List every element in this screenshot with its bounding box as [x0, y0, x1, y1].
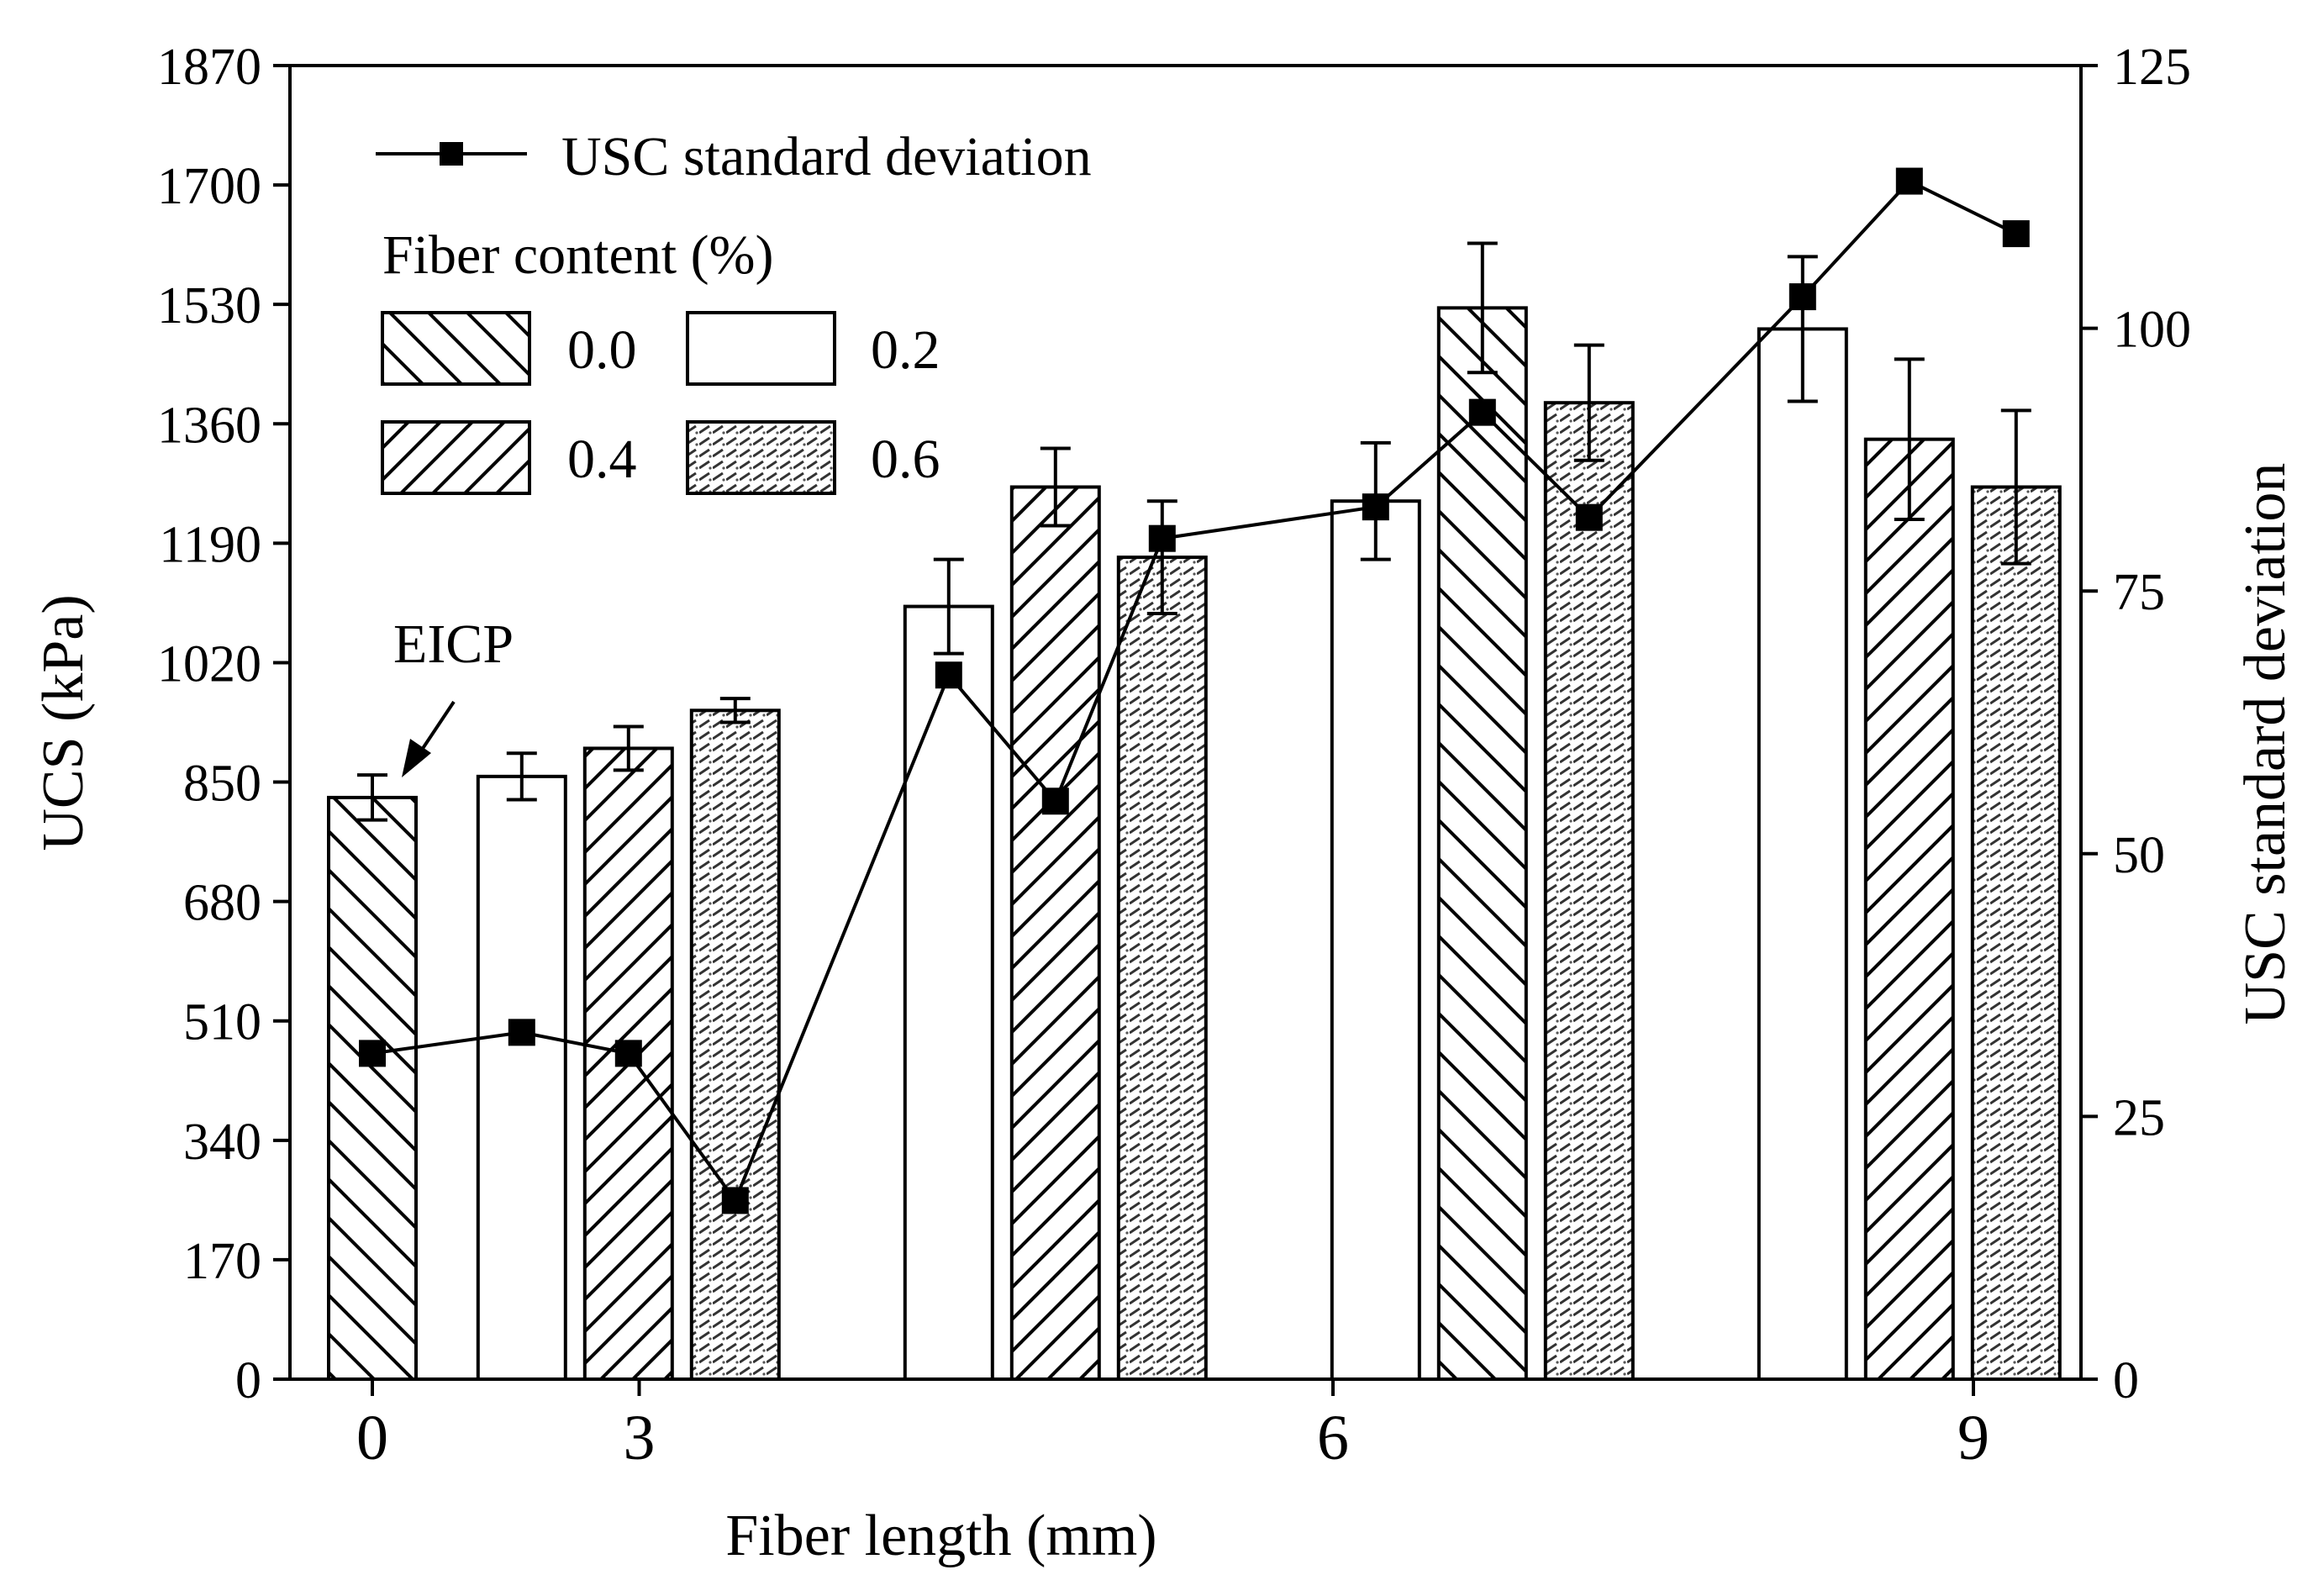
y2-axis-ticks: 0 25 50 75 100 125: [2081, 39, 2191, 1409]
y-tick-label: 1700: [157, 158, 261, 215]
bar: [1543, 401, 1635, 1381]
y-tick-label: 850: [183, 756, 261, 813]
bar: [1330, 499, 1421, 1382]
y-tick-label: 510: [183, 994, 261, 1051]
y-tick-label: 170: [183, 1233, 261, 1290]
std-dev-point: [1148, 524, 1176, 552]
bar: [903, 604, 994, 1381]
y-tick-label: 1870: [157, 39, 261, 96]
legend-swatch: [686, 420, 836, 495]
x-tick-label: 0: [356, 1403, 388, 1473]
eicp-annotation: EICP: [393, 614, 514, 777]
std-dev-point: [2002, 220, 2030, 248]
bar: [1757, 327, 1848, 1382]
eicp-label: EICP: [393, 614, 514, 675]
std-dev-line: [359, 167, 2030, 1214]
legend-line-marker: [440, 142, 463, 166]
x-tick-label: 6: [1317, 1403, 1349, 1473]
y-tick-label: 340: [183, 1114, 261, 1171]
y2-tick-label: 0: [2113, 1352, 2139, 1409]
bar: [327, 795, 418, 1381]
bar: [476, 774, 567, 1381]
legend-swatch: [381, 420, 531, 495]
x-tick-label: 9: [1957, 1403, 1989, 1473]
y2-axis-label: USC standard deviation: [2233, 463, 2298, 1025]
std-dev-point: [359, 1040, 386, 1067]
bar: [1970, 485, 2062, 1381]
legend-title: Fiber content (%): [382, 224, 774, 286]
y2-tick-label: 50: [2113, 827, 2165, 884]
eicp-arrow-line: [419, 700, 456, 754]
y-tick-label: 1190: [159, 516, 261, 573]
y-tick-label: 680: [183, 875, 261, 932]
legend-item-label: 0.0: [567, 319, 637, 381]
legend-swatch: [686, 311, 836, 386]
y2-tick-label: 125: [2113, 39, 2191, 96]
bar: [689, 708, 781, 1381]
legend-item-label: 0.4: [567, 429, 637, 490]
std-dev-point: [1575, 503, 1603, 531]
y-tick-label: 1020: [157, 635, 261, 693]
std-dev-point: [1468, 398, 1496, 426]
bar: [1436, 306, 1528, 1381]
std-dev-point: [1789, 283, 1816, 311]
std-dev-point: [935, 661, 962, 689]
std-dev-point: [1895, 167, 1923, 195]
bar: [1116, 556, 1208, 1381]
error-bars: [357, 241, 2031, 822]
std-dev-point: [1362, 493, 1389, 521]
y2-tick-label: 25: [2113, 1089, 2165, 1146]
bar: [1009, 485, 1101, 1381]
y-tick-label: 1360: [157, 397, 261, 454]
y-tick-label: 0: [235, 1352, 261, 1409]
legend-item-label: 0.6: [871, 429, 940, 490]
legend-item-label: 0.2: [871, 319, 940, 381]
std-dev-point: [614, 1040, 642, 1067]
x-tick-label: 3: [624, 1403, 656, 1473]
eicp-arrow-head: [402, 739, 431, 777]
y2-tick-label: 100: [2113, 302, 2191, 359]
std-dev-point: [508, 1019, 535, 1046]
x-axis-ticks: 036912: [356, 1379, 1989, 1473]
bars: [327, 306, 2062, 1382]
legend-line-label: USC standard deviation: [561, 126, 1092, 187]
std-dev-point: [1041, 787, 1069, 815]
std-dev-point: [721, 1187, 749, 1214]
x-axis-label: Fiber length (mm): [725, 1504, 1156, 1568]
y-axis-label: UCS (kPa): [31, 594, 96, 851]
y-axis-ticks: 0 170 340 510 680 850 1020 1190 1360 1530 1700 1870: [157, 39, 290, 1409]
y-tick-label: 1530: [157, 277, 261, 334]
legend: USC standard deviation Fiber content (%)…: [376, 126, 1092, 495]
legend-swatch: [381, 311, 531, 386]
bar: [1863, 437, 1955, 1381]
y2-tick-label: 75: [2113, 564, 2165, 621]
